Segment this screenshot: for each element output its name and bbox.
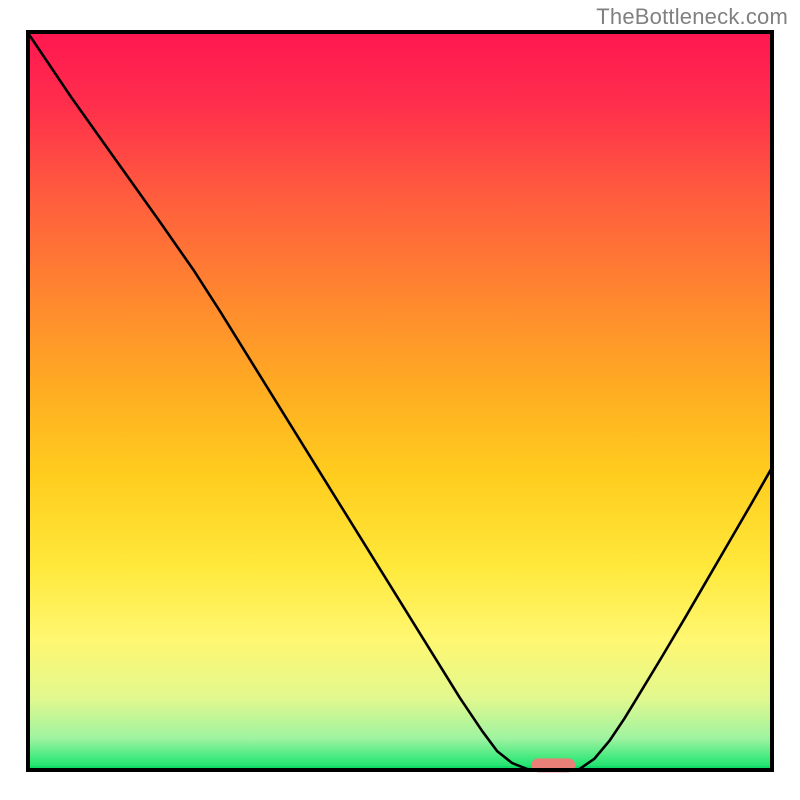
bottleneck-curve-chart (0, 0, 800, 800)
watermark-text: TheBottleneck.com (596, 4, 788, 30)
chart-frame: TheBottleneck.com (0, 0, 800, 800)
gradient-background (26, 30, 774, 772)
